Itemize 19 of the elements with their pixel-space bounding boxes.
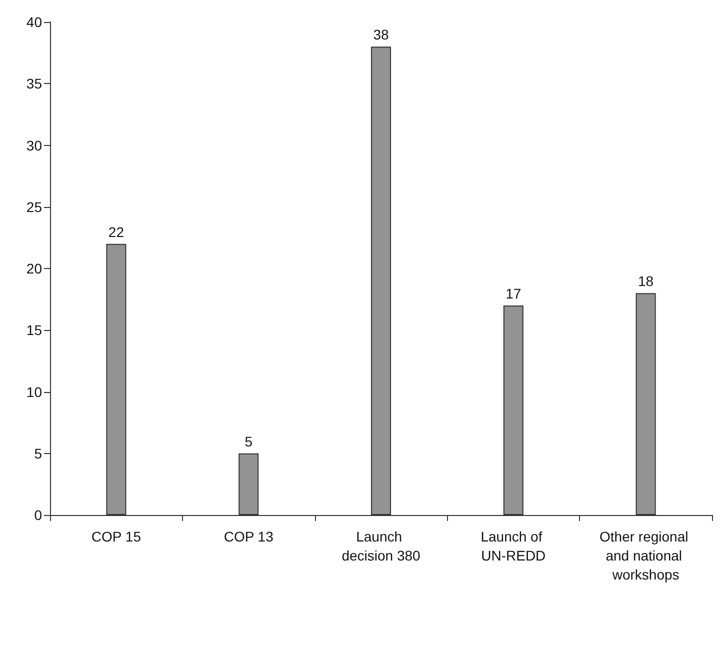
y-tick-label: 35 — [26, 76, 42, 92]
y-tick-label: 5 — [34, 445, 42, 462]
data-label: 5 — [244, 433, 253, 450]
x-tick-label: Launch of UN-REDD — [480, 528, 546, 564]
y-tick-label: 15 — [26, 322, 42, 338]
x-tick-label: Launch decision 380 — [342, 528, 421, 564]
y-tick-label: 30 — [26, 137, 42, 154]
x-tick-label: COP 13 — [224, 528, 274, 544]
data-label: 17 — [506, 285, 522, 302]
y-tick-label: 0 — [34, 507, 42, 523]
y-tick-label: 40 — [26, 14, 42, 30]
y-tick-label: 10 — [26, 384, 42, 400]
data-label: 18 — [638, 273, 654, 290]
data-label: 38 — [373, 26, 389, 43]
x-tick-label: Other regional and national workshops — [599, 528, 692, 582]
x-tick-label: COP 15 — [91, 528, 142, 544]
y-tick-label: 25 — [26, 198, 42, 215]
y-tick-label: 20 — [26, 260, 42, 276]
data-label: 22 — [108, 224, 124, 240]
